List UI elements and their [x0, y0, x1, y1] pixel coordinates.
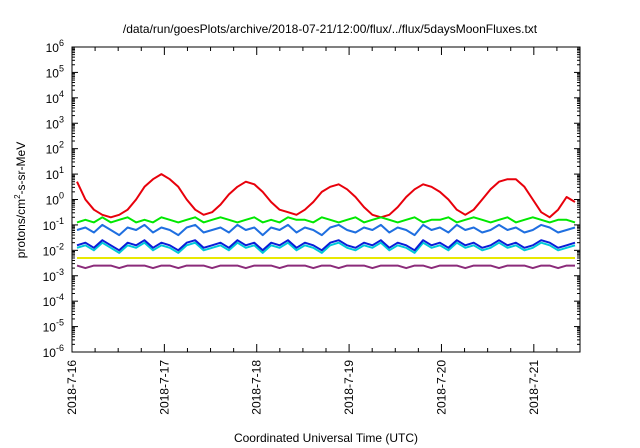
y-tick-label: 10-4: [43, 292, 64, 309]
series-line-4: [76, 241, 576, 254]
y-tick-label: 10-5: [43, 318, 64, 335]
x-tick-label: 2018-7-19: [342, 360, 356, 415]
y-tick-exp: 5: [59, 63, 64, 73]
y-tick-exp: -2: [56, 241, 64, 251]
series-line-7: [76, 264, 575, 270]
x-axis-label: Coordinated Universal Time (UTC): [234, 431, 418, 445]
y-tick-base: 10: [46, 168, 60, 182]
y-tick-label: 100: [46, 191, 64, 208]
y-tick-exp: -6: [56, 343, 64, 353]
y-tick-base: 10: [43, 244, 57, 258]
y-tick-base: 10: [43, 295, 57, 309]
x-tick-label: 2018-7-21: [527, 360, 541, 415]
x-tick-label: 2018-7-17: [157, 360, 171, 415]
y-axis-label: protons/cm2-s-sr-MeV: [13, 142, 28, 258]
y-tick-base: 10: [43, 321, 57, 335]
y-tick-base: 10: [46, 143, 60, 157]
series-line-3: [76, 223, 576, 237]
y-tick-label: 10-3: [43, 267, 64, 284]
y-tick-base: 10: [46, 92, 60, 106]
y-tick-label: 102: [46, 140, 64, 157]
y-tick-exp: -1: [56, 216, 64, 226]
y-tick-label: 103: [46, 114, 64, 131]
y-tick-label: 10-1: [43, 216, 64, 233]
y-tick-label: 106: [46, 38, 64, 55]
y-tick-exp: 0: [59, 191, 64, 201]
y-axis: 10610510410310210110010-110-210-310-410-…: [43, 38, 580, 360]
chart-title: /data/run/goesPlots/archive/2018-07-21/1…: [123, 22, 538, 36]
y-axis-label-sup: 2: [13, 194, 22, 199]
y-tick-exp: 1: [59, 165, 64, 175]
series-line-2: [76, 216, 576, 224]
y-tick-exp: 4: [59, 89, 64, 99]
y-tick-label: 101: [46, 165, 64, 182]
y-tick-base: 10: [46, 66, 60, 80]
y-tick-label: 104: [46, 89, 64, 106]
y-tick-exp: 3: [59, 114, 64, 124]
y-tick-exp: -4: [56, 292, 64, 302]
y-axis-label-pre: protons/cm: [14, 199, 28, 258]
y-axis-label-post: -s-sr-MeV: [14, 142, 28, 195]
y-tick-base: 10: [43, 346, 57, 360]
y-tick-exp: 6: [59, 38, 64, 48]
series-line-5: [76, 239, 576, 252]
y-tick-base: 10: [43, 219, 57, 233]
y-tick-base: 10: [43, 270, 57, 284]
x-tick-label: 2018-7-18: [250, 360, 264, 415]
y-tick-exp: 2: [59, 140, 64, 150]
y-tick-base: 10: [46, 41, 60, 55]
series-layer: [76, 173, 576, 270]
series-line-1: [76, 173, 576, 219]
y-tick-label: 10-6: [43, 343, 64, 360]
x-axis: 2018-7-16 2018-7-17 2018-7-18 2018-7-19 2018…: [65, 47, 558, 415]
y-tick-label: 10-2: [43, 241, 64, 258]
y-tick-label: 105: [46, 63, 64, 80]
y-tick-base: 10: [46, 117, 60, 131]
y-tick-base: 10: [46, 194, 60, 208]
plot-frame: [71, 46, 581, 353]
y-tick-exp: -3: [56, 267, 64, 277]
y-tick-exp: -5: [56, 318, 64, 328]
x-tick-label: 2018-7-16: [65, 360, 79, 415]
x-tick-label: 2018-7-20: [434, 360, 448, 415]
